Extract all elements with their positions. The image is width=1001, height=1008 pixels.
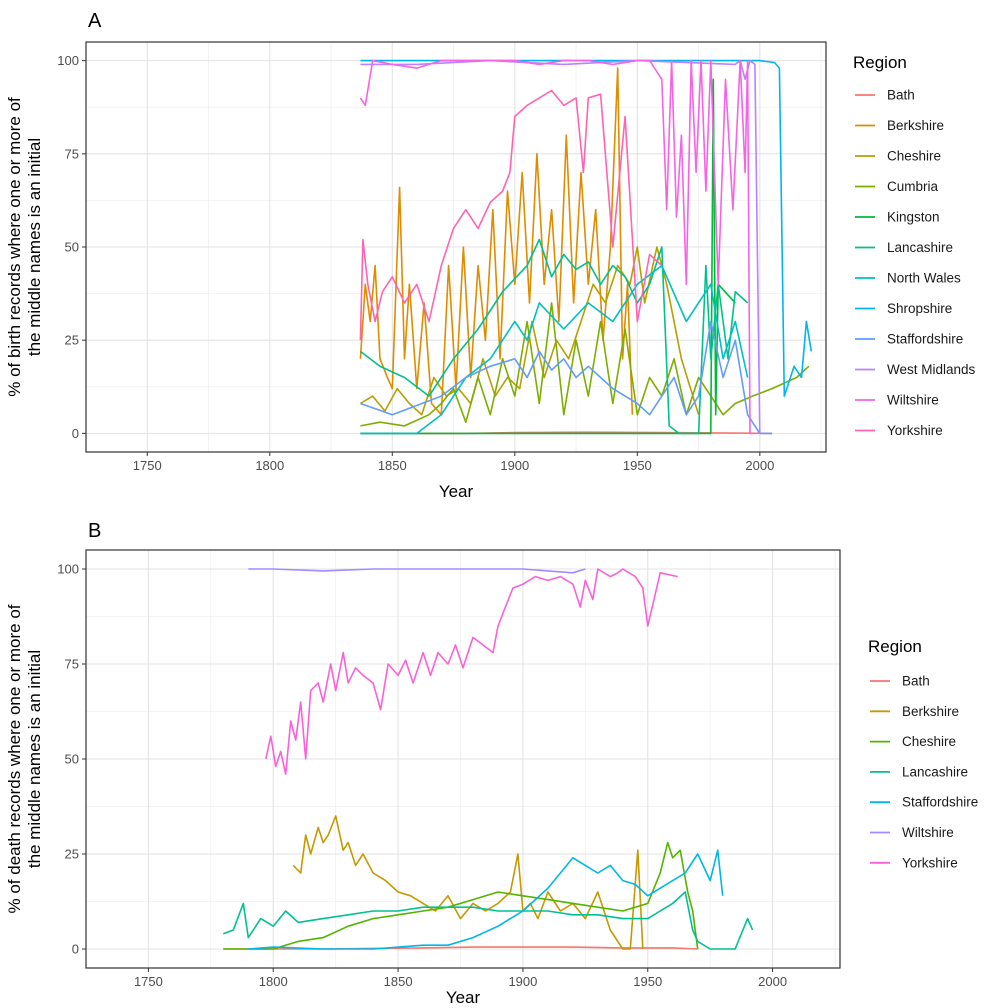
x-axis-title: Year	[446, 988, 481, 1007]
y-tick-label: 75	[65, 146, 79, 161]
series-line-berkshire	[359, 67, 634, 416]
series-line-staffordshire	[248, 849, 724, 950]
series-line-kingston	[360, 78, 736, 435]
y-tick-label: 100	[57, 562, 79, 577]
y-tick-label: 25	[65, 333, 79, 348]
y-tick-label: 0	[72, 942, 79, 957]
legend-title: Region	[868, 637, 922, 656]
legend-label: Cheshire	[902, 734, 956, 749]
series-line-yorkshire	[359, 89, 663, 341]
x-tick-label: 1950	[623, 458, 652, 473]
series-line-lancashire	[223, 891, 754, 950]
y-tick-label: 50	[65, 752, 79, 767]
x-tick-label: 1850	[378, 458, 407, 473]
legend: Region Bath Berkshire Cheshire Lancashire Sta…	[868, 637, 978, 870]
legend-label: Shropshire	[887, 301, 952, 316]
series-line-north-wales	[360, 264, 749, 435]
panel-b: 1750 1800 1850 1900 1950 2000 0 25 50 75 100 B Year%…	[5, 520, 978, 1007]
legend-label: Cheshire	[887, 149, 941, 164]
series-line-yorkshire	[265, 568, 678, 776]
y-tick-label: 25	[65, 847, 79, 862]
x-tick-label: 1750	[133, 458, 162, 473]
legend-label: Staffordshire	[902, 795, 978, 810]
x-tick-label: 1850	[384, 974, 413, 989]
y-axis-title-line: % of death records where one or more of	[5, 604, 24, 913]
y-axis-title-line: the middle names is an initial	[25, 650, 44, 868]
series-line-shropshire	[360, 59, 813, 397]
y-tick-label: 0	[72, 426, 79, 441]
y-axis-title-line: % of birth records where one or more of	[5, 97, 24, 397]
legend-label: Staffordshire	[887, 332, 963, 347]
x-tick-label: 2000	[758, 974, 787, 989]
series-line-cheshire	[223, 841, 699, 950]
x-tick-label: 1750	[134, 974, 163, 989]
x-tick-label: 1800	[259, 974, 288, 989]
legend-label: Bath	[887, 88, 915, 103]
panel-label: B	[88, 520, 101, 542]
x-tick-label: 1950	[633, 974, 662, 989]
series-line-staffordshire	[360, 320, 773, 435]
series-line-cumbria	[360, 302, 810, 427]
y-axis-title-line: the middle names is an initial	[25, 138, 44, 356]
y-tick-label: 100	[57, 53, 79, 68]
x-tick-label: 1800	[255, 458, 284, 473]
x-tick-label: 2000	[745, 458, 774, 473]
legend-label: Cumbria	[887, 179, 939, 194]
series-line-cheshire	[359, 246, 700, 416]
x-tick-label: 1900	[500, 458, 529, 473]
legend-label: Berkshire	[887, 118, 944, 133]
y-axis-title: % of death records where one or more oft…	[5, 604, 44, 913]
y-tick-label: 50	[65, 240, 79, 255]
legend-label: Wiltshire	[902, 825, 954, 840]
legend-label: Kingston	[887, 210, 940, 225]
legend-label: Lancashire	[902, 764, 968, 779]
y-tick-label: 75	[65, 657, 79, 672]
legend-label: Wiltshire	[887, 393, 939, 408]
legend-title: Region	[853, 53, 907, 72]
panel-a: 1750 1800 1850 1900 1950 2000 0 25 50 75 100 A Year%…	[5, 10, 976, 501]
legend-label: Bath	[902, 674, 930, 689]
x-tick-label: 1900	[508, 974, 537, 989]
legend: Region Bath Berkshire Cheshire Cumbria Kingst…	[853, 53, 976, 438]
legend-label: Lancashire	[887, 240, 953, 255]
legend-label: West Midlands	[887, 362, 976, 377]
legend-label: Yorkshire	[887, 423, 943, 438]
series-line-west-midlands	[360, 59, 761, 434]
y-axis-title: % of birth records where one or more oft…	[5, 97, 44, 397]
x-axis-title: Year	[439, 482, 474, 501]
panel-label: A	[88, 10, 102, 32]
series-line-lancashire	[359, 238, 749, 435]
legend-label: Berkshire	[902, 704, 959, 719]
series-line-wiltshire	[248, 568, 586, 574]
legend-label: North Wales	[887, 271, 961, 286]
series-line-wiltshire	[359, 59, 753, 435]
legend-label: Yorkshire	[902, 855, 958, 870]
